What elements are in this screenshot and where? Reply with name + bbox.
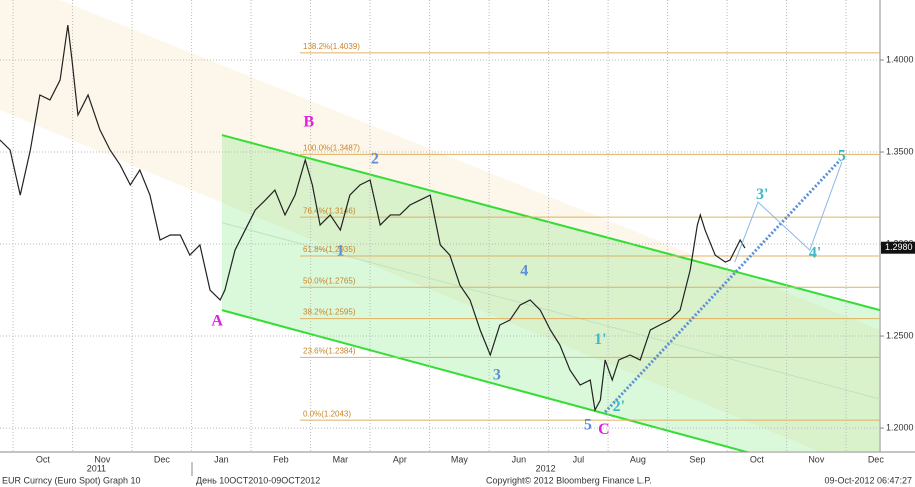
wave-label: 1: [336, 243, 344, 260]
wave-label: 3: [493, 367, 501, 384]
wave-label: B: [303, 114, 314, 131]
x-tick-label: Jan: [214, 454, 229, 464]
footer-timestamp: 09-Oct-2012 06:47:27: [824, 475, 912, 485]
y-tick-label: 1.2000: [886, 422, 914, 432]
fib-label: 38.2%(1.2595): [303, 308, 356, 317]
year-label: 2011: [87, 463, 106, 473]
wave-label: 5: [838, 148, 846, 165]
price-line: [0, 24, 746, 412]
footer-title: EUR Curncy (Euro Spot) Graph 10: [2, 475, 141, 485]
wave-label: 4': [809, 245, 821, 262]
x-tick-label: Jul: [573, 454, 585, 464]
wave-label: 5: [584, 417, 592, 434]
fib-label: 76.4%(1.3146): [303, 206, 356, 215]
y-tick-label: 1.4000: [886, 54, 914, 64]
x-tick-label: Oct: [36, 454, 51, 464]
footer-copyright: Copyright© 2012 Bloomberg Finance L.P.: [486, 475, 652, 485]
fib-label: 0.0%(1.2043): [303, 409, 351, 418]
x-tick-label: Aug: [630, 454, 646, 464]
x-tick-label: Nov: [94, 454, 111, 464]
x-tick-label: Oct: [750, 454, 765, 464]
channel-fill: [221, 135, 880, 452]
fib-label: 61.8%(1.2935): [303, 245, 356, 254]
wave-label: A: [211, 313, 223, 330]
fib-label: 23.6%(1.2384): [303, 347, 356, 356]
trendline: [604, 158, 842, 414]
x-tick-label: Jun: [512, 454, 527, 464]
wave-label: 2': [613, 398, 625, 415]
last-price-box: [881, 241, 915, 254]
x-tick-label: Dec: [868, 454, 885, 464]
wave-label: 3': [756, 186, 768, 203]
x-tick-label: Apr: [393, 454, 407, 464]
x-tick-label: Mar: [333, 454, 349, 464]
outer-band: [0, 0, 880, 452]
x-tick-label: Nov: [808, 454, 825, 464]
fib-label: 50.0%(1.2765): [303, 276, 356, 285]
footer-range: День 10OCT2010-09OCT2012: [196, 475, 320, 485]
fib-label: 138.2%(1.4039): [303, 42, 360, 51]
last-price-label: 1.2980: [885, 242, 913, 252]
x-tick-label: Dec: [154, 454, 171, 464]
x-tick-label: May: [451, 454, 469, 464]
y-tick-label: 1.2500: [886, 330, 914, 340]
x-tick-label: Sep: [689, 454, 705, 464]
wave-label: 4: [520, 263, 528, 280]
wave-label: C: [598, 421, 610, 438]
year-label: 2012: [536, 463, 556, 473]
fib-label: 100.0%(1.3487): [303, 144, 360, 153]
channel-upper: [221, 134, 880, 312]
channel-mid: [221, 222, 881, 400]
wave-label: 1': [594, 331, 606, 348]
channel-lower: [221, 309, 751, 452]
x-tick-label: Feb: [273, 454, 289, 464]
y-tick-label: 1.3500: [886, 146, 914, 156]
wave-label: 2: [371, 151, 379, 168]
projection: [734, 161, 843, 263]
